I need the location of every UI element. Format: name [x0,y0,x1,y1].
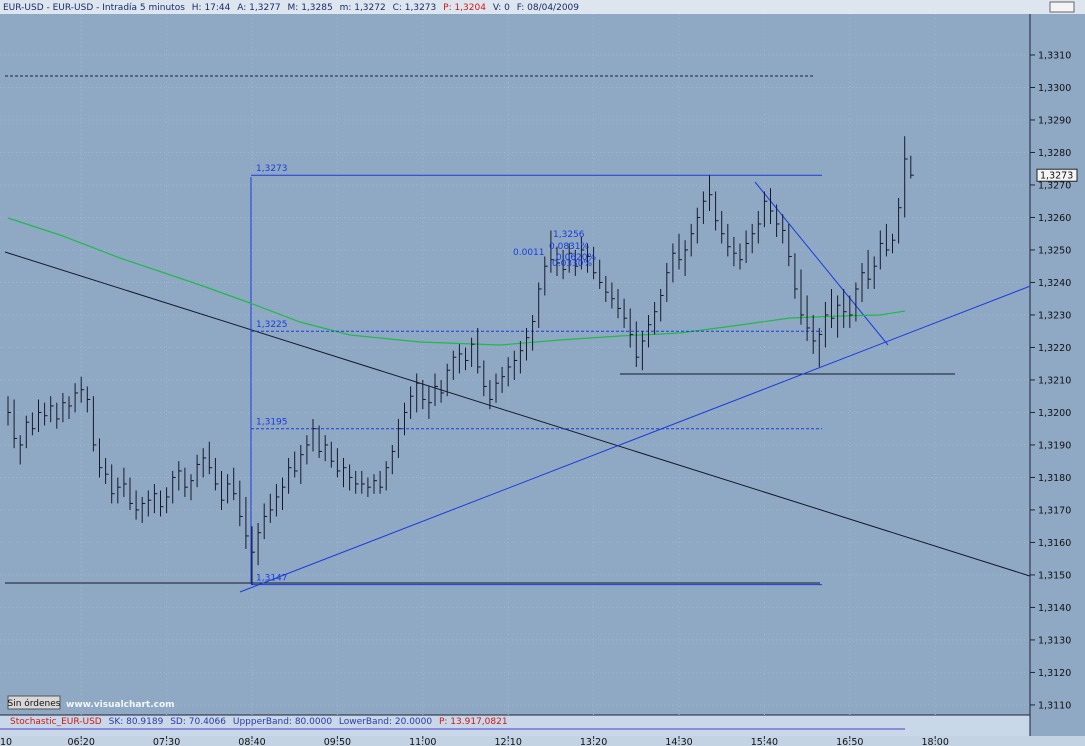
trend-line [4,251,1030,577]
indicator-stat: SK: 80.9189 [109,717,164,727]
x-tick-label: 09:50 [324,737,351,746]
y-tick-label: 1,3140 [1038,603,1071,614]
y-tick-label: 1,3270 [1038,180,1071,191]
trend-line [239,285,1030,593]
indicator-stat: SD: 70.4066 [170,717,226,727]
y-tick-label: 1,3250 [1038,245,1071,256]
trend-line [754,181,889,346]
x-tick-label: 08:40 [238,737,265,746]
y-tick-label: 1,3300 [1038,83,1071,94]
y-tick-label: 1,3210 [1038,375,1071,386]
last-price-tag [1036,168,1078,182]
indicator-legend: Stochastic_EUR-USD SK: 80.9189 SD: 70.40… [10,717,508,727]
watermark: www.visualchart.com [66,700,175,710]
y-tick-label: 1,3260 [1038,213,1071,224]
y-tick-label: 1,3160 [1038,538,1071,549]
x-tick-label: 12:10 [495,737,522,746]
y-tick-label: 1,3240 [1038,278,1071,289]
level-label: 1,3147 [256,574,288,584]
annotation: 0.0620% [556,253,596,263]
x-tick-label: 06:20 [68,737,95,746]
y-tick-label: 1,3310 [1038,50,1071,61]
header: EUR-USD - EUR-USD - Intradía 5 minutos H… [3,3,579,13]
y-tick-label: 1,3280 [1038,148,1071,159]
y-tick-label: 1,3290 [1038,115,1071,126]
y-tick-label: 1,3230 [1038,310,1071,321]
header-stat: M: 1,3285 [288,3,333,13]
y-tick-label: 1,3120 [1038,668,1071,679]
header-stat: H: 17:44 [192,3,231,13]
orders-button[interactable] [7,695,61,710]
y-tick-label: 1,3130 [1038,635,1071,646]
x-tick-label: 11:00 [409,737,436,746]
indicator-name: Stochastic_EUR-USD [10,717,102,727]
grid [0,14,1030,715]
orders-button-label[interactable]: Sin órdenes [7,698,60,709]
fib-annotations: 1,3256 0.0011 0.0831% 0.0620% 0.0330% [513,230,596,269]
levels: 1,3273 1,3225 1,3195 1,3147 [251,164,822,586]
y-tick-label: 1,3200 [1038,408,1071,419]
level-label: 1,3195 [256,418,288,428]
header-stat: P: 1,3204 [443,3,486,13]
y-tick-label: 1,3190 [1038,440,1071,451]
title-bar [0,0,1085,14]
y-tick-label: 1,3170 [1038,505,1071,516]
price-bars [7,136,914,585]
header-stat: m: 1,3272 [340,3,386,13]
header-stat: C: 1,3273 [393,3,437,13]
annotation: 1,3256 [553,230,585,240]
x-tick-label: 10 [0,737,12,746]
x-tick-label: 07:30 [153,737,180,746]
indicator-stat: LowerBand: 20.0000 [339,717,432,727]
level-label: 1,3225 [256,320,288,330]
x-tick-label: 16:50 [836,737,863,746]
x-tick-label: 18:00 [922,737,949,746]
header-title: EUR-USD - EUR-USD - Intradía 5 minutos [3,3,185,13]
x-tick-label: 13:20 [580,737,607,746]
header-stat: V: 0 [493,3,510,13]
header-stat: F: 08/04/2009 [517,3,580,13]
annotation: 0.0831% [549,242,589,252]
y-tick-label: 1,3150 [1038,570,1071,581]
x-tick-label: 14:30 [665,737,692,746]
y-tick-label: 1,3180 [1038,473,1071,484]
last-price-label: 1,3273 [1040,171,1073,182]
x-axis-strip [0,736,1085,746]
x-tick-label: 15:40 [751,737,778,746]
level-label: 1,3273 [256,164,288,174]
y-axis: 1,3110 1,3120 1,3130 1,3140 1,3150 1,3160 1,31… [1030,50,1078,711]
y-tick-label: 1,3220 [1038,343,1071,354]
header-stat: A: 1,3277 [237,3,280,13]
indicator-panel [0,715,1030,736]
annotation: 0.0011 [513,248,545,258]
x-axis: 10 06:20 07:30 08:40 09:50 11:00 12:10 13:20 14:… [0,736,949,746]
annotation: 0.0330% [552,259,592,269]
y-tick-label: 1,3110 [1038,700,1071,711]
indicator-stat: P: 13.917,0821 [439,717,508,727]
window-button[interactable] [1049,1,1075,13]
indicator-stat: UppperBand: 80.0000 [233,717,332,727]
